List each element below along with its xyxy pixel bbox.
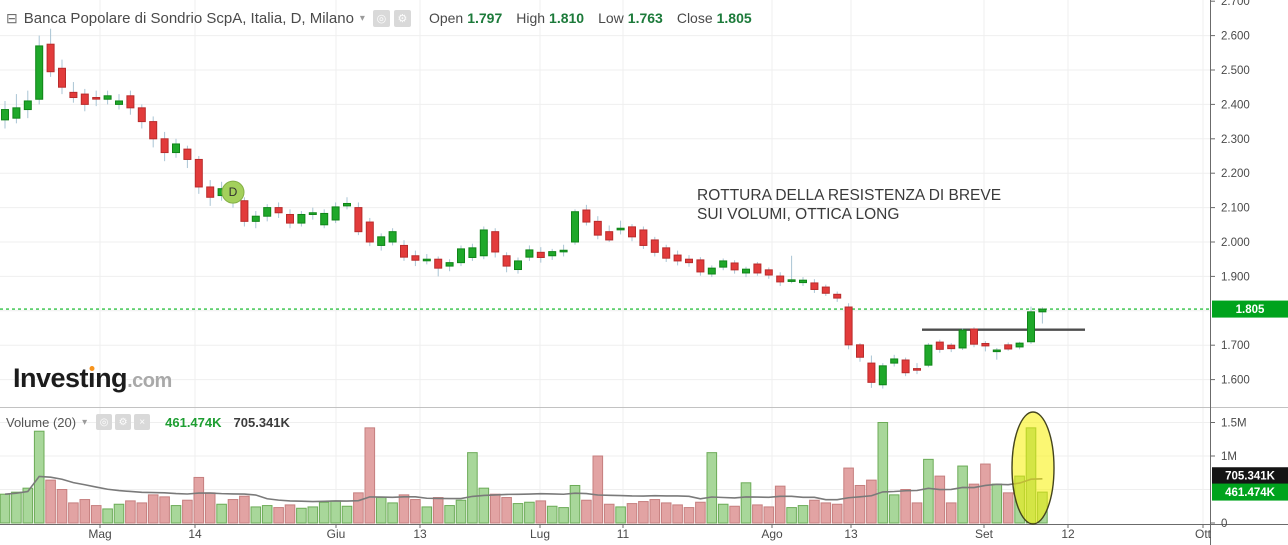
svg-text:13: 13 xyxy=(844,527,858,541)
svg-text:Ott: Ott xyxy=(1195,527,1212,541)
svg-text:1M: 1M xyxy=(1221,451,1237,463)
svg-text:1.900: 1.900 xyxy=(1221,271,1250,283)
high-label: High xyxy=(516,10,546,26)
svg-text:2.300: 2.300 xyxy=(1221,134,1250,146)
gear-icon[interactable]: ⚙ xyxy=(393,9,411,27)
volume-indicator-header: Volume (20) ▾ ◎ ⚙ × 461.474K 705.341K xyxy=(6,413,290,431)
volume-current-badge: 461.474K xyxy=(1212,483,1288,501)
instrument-menu-icon[interactable]: ⊟ xyxy=(6,10,18,26)
axis-badges: 1.805 705.341K 461.474K xyxy=(1212,300,1288,501)
candles xyxy=(1,28,1047,389)
svg-text:2.200: 2.200 xyxy=(1221,168,1250,180)
symbol-toolbar: ⊟ Banca Popolare di Sondrio ScpA, Italia… xyxy=(6,8,766,28)
volume-highlight-ellipse[interactable] xyxy=(1011,411,1055,525)
ohlc-readout: Open 1.797 High 1.810 Low 1.763 Close 1.805 xyxy=(429,10,766,26)
close-icon[interactable]: × xyxy=(134,414,151,430)
svg-text:Ago: Ago xyxy=(761,527,783,541)
svg-text:2.100: 2.100 xyxy=(1221,203,1250,215)
svg-text:705.341K: 705.341K xyxy=(1225,471,1276,483)
volume-current-value: 461.474K xyxy=(165,414,222,430)
eye-icon[interactable]: ◎ xyxy=(372,9,390,27)
volume-ma-line xyxy=(4,475,1043,503)
price-axis[interactable]: 2.700 2.600 2.500 2.400 2.300 2.200 2.100 2.000… xyxy=(1210,0,1250,530)
annotation-line2: SUI VOLUMI, OTTICA LONG xyxy=(697,206,900,223)
svg-text:11: 11 xyxy=(617,527,630,541)
svg-text:D: D xyxy=(229,185,238,199)
svg-text:2.600: 2.600 xyxy=(1221,31,1250,43)
investing-logo: Investı ng.com xyxy=(13,363,172,398)
open-label: Open xyxy=(428,10,464,26)
low-value: 1.763 xyxy=(627,10,663,26)
svg-text:2.700: 2.700 xyxy=(1221,0,1250,8)
volume-ma-badge: 705.341K xyxy=(1212,467,1288,485)
svg-text:1.600: 1.600 xyxy=(1221,375,1250,387)
low-label: Low xyxy=(598,10,624,26)
last-price-badge: 1.805 xyxy=(1212,300,1288,318)
svg-text:12: 12 xyxy=(1061,527,1075,541)
svg-text:1.5M: 1.5M xyxy=(1221,418,1247,430)
high-value: 1.810 xyxy=(549,10,585,26)
symbol-title[interactable]: Banca Popolare di Sondrio ScpA, Italia, … xyxy=(23,9,354,27)
svg-text:Mag: Mag xyxy=(88,527,111,541)
svg-text:0: 0 xyxy=(1221,518,1227,530)
gear-icon[interactable]: ⚙ xyxy=(115,414,132,430)
eye-icon[interactable]: ◎ xyxy=(96,414,113,430)
close-value: 1.805 xyxy=(716,10,752,26)
svg-text:461.474K: 461.474K xyxy=(1225,487,1276,499)
volume-bars xyxy=(0,422,1048,524)
time-axis[interactable]: Mag 14 Giu 13 Lug 11 Ago 13 Set 12 Ott xyxy=(88,524,1212,541)
dividend-marker[interactable]: D xyxy=(221,180,245,204)
investing-logo-text: Investı ng xyxy=(13,363,128,393)
volume-ma-value: 705.341K xyxy=(233,414,290,430)
close-label: Close xyxy=(676,10,713,26)
svg-text:2.000: 2.000 xyxy=(1221,237,1250,249)
svg-text:2.500: 2.500 xyxy=(1221,65,1250,77)
svg-text:1.805: 1.805 xyxy=(1236,304,1265,316)
logo-orange-dot xyxy=(89,366,95,371)
investing-logo-suffix: .com xyxy=(127,370,172,392)
svg-text:Set: Set xyxy=(975,527,994,541)
svg-text:Giu: Giu xyxy=(327,527,346,541)
svg-text:Lug: Lug xyxy=(530,527,550,541)
svg-text:13: 13 xyxy=(413,527,427,541)
chevron-down-icon[interactable]: ▾ xyxy=(82,416,88,428)
annotation-line1: ROTTURA DELLA RESISTENZA DI BREVE xyxy=(697,187,1002,204)
open-value: 1.797 xyxy=(467,10,503,26)
svg-text:2.400: 2.400 xyxy=(1221,99,1250,111)
analysis-annotation[interactable]: ROTTURA DELLA RESISTENZA DI BREVE SUI VO… xyxy=(697,186,1057,224)
chevron-down-icon[interactable]: ▾ xyxy=(359,12,365,24)
volume-indicator-label[interactable]: Volume (20) xyxy=(6,414,77,430)
svg-text:1.700: 1.700 xyxy=(1221,340,1250,352)
svg-text:14: 14 xyxy=(188,527,202,541)
